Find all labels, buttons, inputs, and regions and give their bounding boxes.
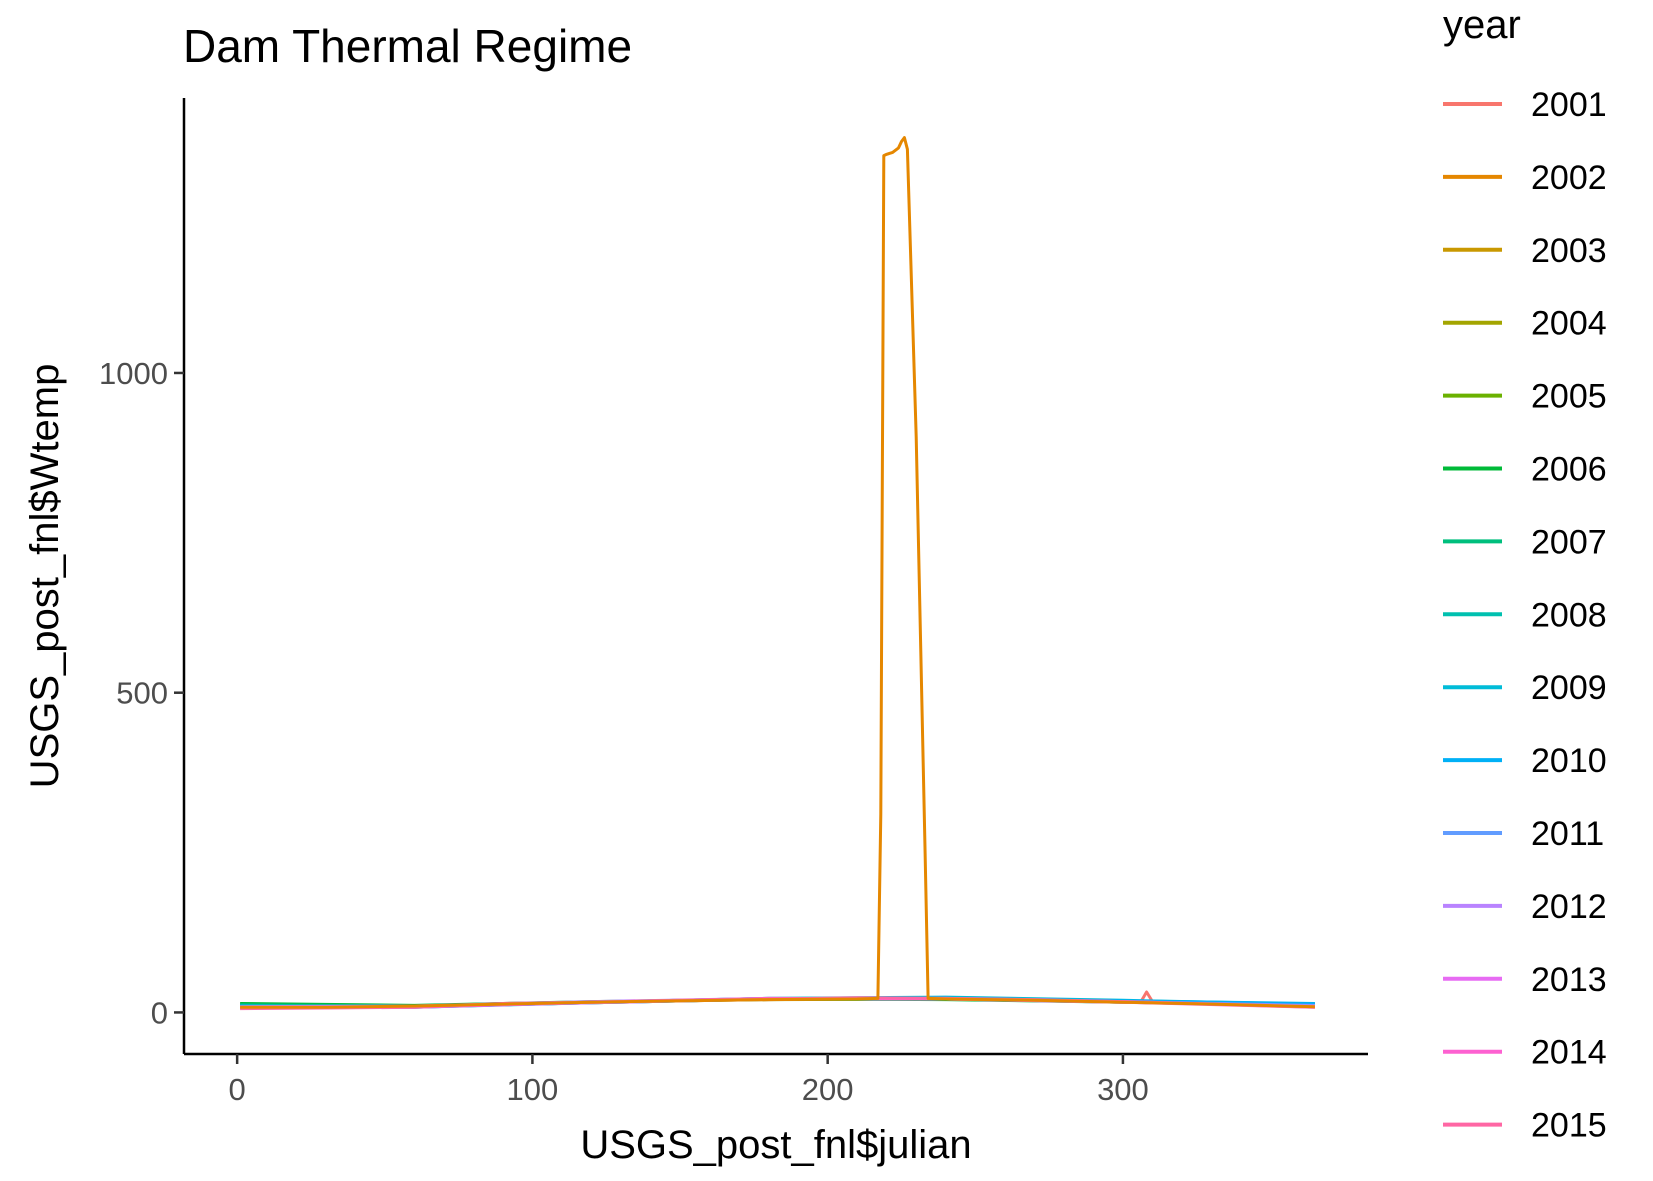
legend-item-2009: 2009: [1443, 669, 1607, 707]
y-tick-label: 500: [116, 676, 168, 711]
y-axis-ticks: 0 500 1000: [99, 356, 184, 1030]
legend-item-2014: 2014: [1443, 1034, 1607, 1072]
legend-label-2003: 2003: [1531, 232, 1607, 270]
y-tick-label: 0: [151, 995, 168, 1030]
legend-item-2007: 2007: [1443, 523, 1607, 561]
y-axis-title: USGS_post_fnl$Wtemp: [23, 364, 67, 789]
legend-title: year: [1443, 3, 1521, 47]
legend-label-2004: 2004: [1531, 305, 1607, 343]
x-axis-ticks: 0 100 200 300: [229, 1054, 1149, 1107]
legend: 2001 2002 2003 2004 2005 2006 2007 2008 2009 2010…: [1443, 86, 1607, 1145]
legend-item-2015: 2015: [1443, 1107, 1607, 1145]
legend-label-2001: 2001: [1531, 86, 1607, 124]
x-tick-label: 300: [1097, 1072, 1149, 1107]
legend-item-2011: 2011: [1443, 815, 1604, 853]
x-axis-title: USGS_post_fnl$julian: [580, 1123, 971, 1167]
legend-item-2005: 2005: [1443, 378, 1607, 416]
legend-item-2008: 2008: [1443, 596, 1607, 634]
plot-area: [240, 136, 1315, 1011]
y-tick-label: 1000: [99, 356, 168, 391]
legend-label-2009: 2009: [1531, 669, 1607, 707]
legend-label-2002: 2002: [1531, 159, 1607, 197]
legend-item-2013: 2013: [1443, 961, 1607, 999]
legend-label-2014: 2014: [1531, 1034, 1607, 1072]
x-tick-label: 200: [802, 1072, 854, 1107]
legend-label-2011: 2011: [1531, 815, 1604, 853]
legend-item-2010: 2010: [1443, 742, 1607, 780]
legend-item-2004: 2004: [1443, 305, 1607, 343]
legend-item-2006: 2006: [1443, 451, 1607, 489]
legend-item-2001: 2001: [1443, 86, 1607, 124]
legend-label-2010: 2010: [1531, 742, 1607, 780]
legend-label-2007: 2007: [1531, 523, 1607, 561]
legend-label-2006: 2006: [1531, 451, 1607, 489]
legend-item-2012: 2012: [1443, 888, 1607, 926]
chart-title: Dam Thermal Regime: [183, 20, 632, 72]
x-tick-label: 0: [229, 1072, 246, 1107]
series-line-2002: [240, 136, 1315, 1009]
legend-label-2005: 2005: [1531, 378, 1607, 416]
legend-label-2015: 2015: [1531, 1107, 1607, 1145]
x-tick-label: 100: [507, 1072, 559, 1107]
legend-label-2008: 2008: [1531, 596, 1607, 634]
legend-item-2003: 2003: [1443, 232, 1607, 270]
legend-label-2013: 2013: [1531, 961, 1607, 999]
legend-label-2012: 2012: [1531, 888, 1607, 926]
legend-item-2002: 2002: [1443, 159, 1607, 197]
